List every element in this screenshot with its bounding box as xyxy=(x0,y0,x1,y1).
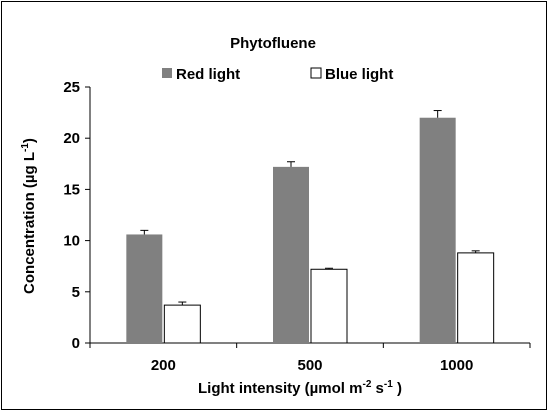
y-tick-label: 10 xyxy=(63,233,80,250)
y-tick-label: 0 xyxy=(72,335,80,352)
y-axis-title: Concentration (µg L-1) xyxy=(20,138,38,294)
x-tick-label: 200 xyxy=(151,357,176,374)
chart-title: Phytofluene xyxy=(230,35,316,52)
legend-swatch-blue-light xyxy=(310,67,322,79)
bar-red-light-200 xyxy=(126,234,163,343)
bar-red-light-500 xyxy=(273,166,309,343)
y-tick-label: 20 xyxy=(63,130,80,147)
y-tick-label: 15 xyxy=(63,181,80,198)
plot-area: 0 5 10 15 20 25 200 500 1000 xyxy=(63,79,531,374)
y-tick-label: 25 xyxy=(63,79,80,96)
y-tick-label: 5 xyxy=(72,284,80,301)
x-axis-title: Light intensity (µmol m-2 s-1 ) xyxy=(198,379,402,397)
bar-blue-light-500 xyxy=(310,268,348,344)
legend: Red light Blue light xyxy=(162,66,393,83)
bar-red-light-1000 xyxy=(419,117,456,343)
bar-blue-light-200 xyxy=(163,304,201,344)
legend-label-red-light: Red light xyxy=(176,66,240,83)
bar-blue-light-1000 xyxy=(457,252,495,344)
x-tick-label: 500 xyxy=(297,357,322,374)
legend-swatch-red-light xyxy=(162,68,172,78)
x-tick-label: 1000 xyxy=(440,357,473,374)
legend-label-blue-light: Blue light xyxy=(325,66,393,83)
